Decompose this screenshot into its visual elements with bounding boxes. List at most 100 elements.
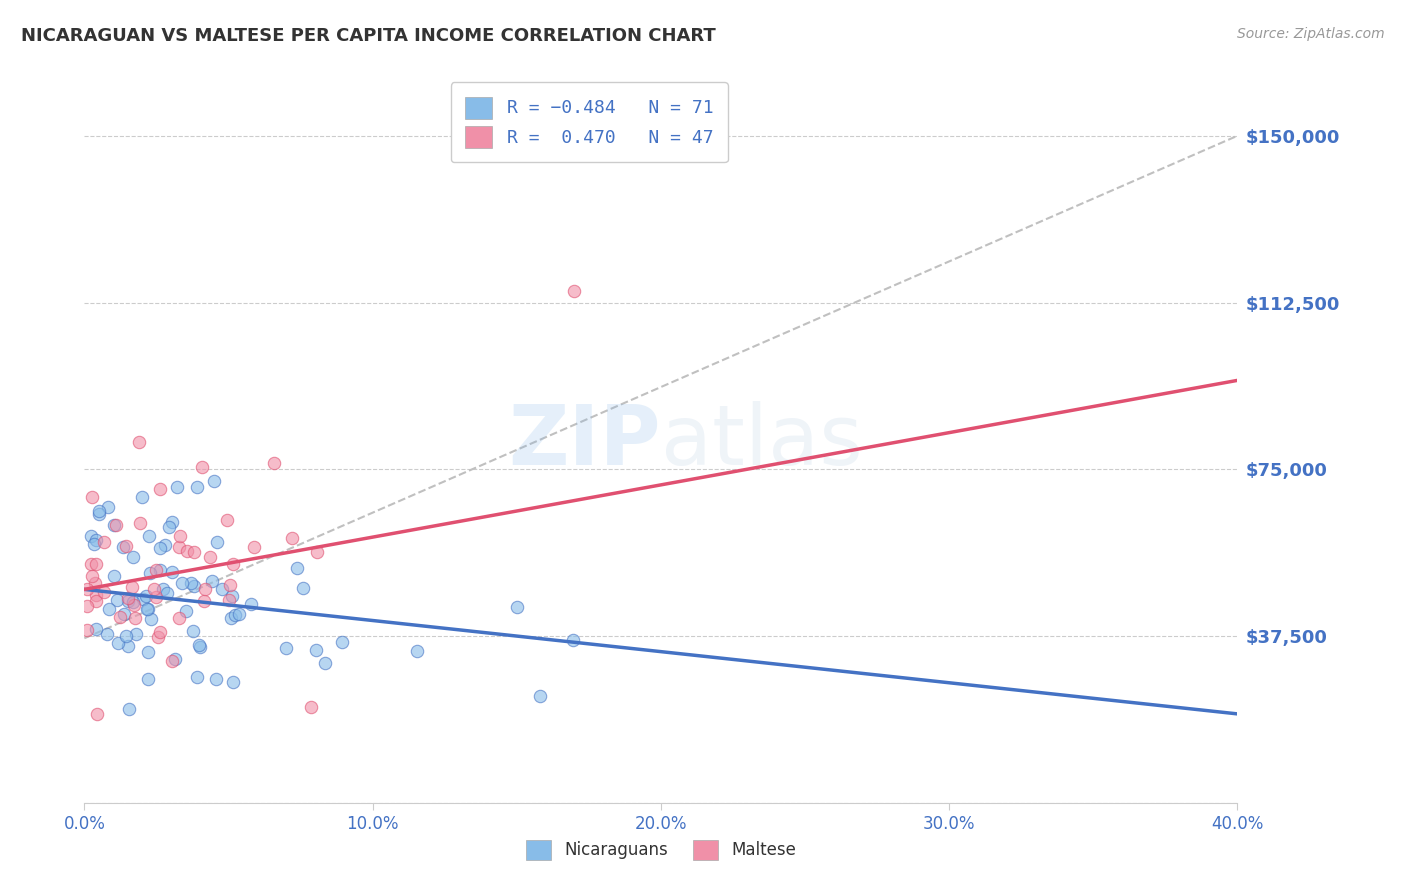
Point xyxy=(105,518,128,533)
Point xyxy=(121,550,143,565)
Point xyxy=(183,545,205,559)
Point xyxy=(193,594,215,608)
Point xyxy=(176,544,198,558)
Point xyxy=(276,640,298,655)
Point xyxy=(139,612,162,626)
Point xyxy=(112,541,135,555)
Point xyxy=(117,594,139,608)
Point xyxy=(80,568,103,582)
Point xyxy=(564,285,586,299)
Point xyxy=(98,601,121,615)
Point xyxy=(80,490,103,504)
Point xyxy=(160,654,183,668)
Text: NICARAGUAN VS MALTESE PER CAPITA INCOME CORRELATION CHART: NICARAGUAN VS MALTESE PER CAPITA INCOME … xyxy=(21,27,716,45)
Point xyxy=(135,601,157,615)
Point xyxy=(145,591,167,605)
Point xyxy=(76,599,98,613)
Point xyxy=(218,593,240,607)
Point xyxy=(97,500,120,515)
Point xyxy=(219,578,242,592)
Point xyxy=(121,595,143,609)
Point xyxy=(125,626,148,640)
Point xyxy=(183,579,205,593)
Point xyxy=(181,624,204,638)
Point xyxy=(80,529,103,543)
Point xyxy=(180,576,202,591)
Point xyxy=(239,597,262,611)
Point xyxy=(128,435,150,450)
Point xyxy=(86,706,108,721)
Point xyxy=(190,640,212,654)
Point xyxy=(93,535,115,549)
Point xyxy=(332,635,354,649)
Point xyxy=(243,540,266,554)
Point xyxy=(157,520,180,534)
Point xyxy=(202,474,225,488)
Point xyxy=(83,576,105,591)
Point xyxy=(152,582,174,596)
Point xyxy=(149,625,172,640)
Point xyxy=(107,636,129,650)
Text: ZIP: ZIP xyxy=(509,401,661,482)
Point xyxy=(146,630,169,644)
Point xyxy=(124,611,146,625)
Point xyxy=(89,504,111,518)
Point xyxy=(174,604,197,618)
Point xyxy=(132,592,155,607)
Point xyxy=(285,561,308,575)
Point xyxy=(169,528,191,542)
Point xyxy=(149,541,172,555)
Point xyxy=(149,563,172,577)
Point xyxy=(76,624,98,638)
Point xyxy=(314,656,336,670)
Point xyxy=(198,550,221,565)
Point xyxy=(506,600,529,615)
Point xyxy=(84,588,107,602)
Point xyxy=(122,598,145,612)
Point xyxy=(221,589,243,603)
Point xyxy=(529,689,551,703)
Point xyxy=(145,563,167,577)
Point xyxy=(114,607,136,622)
Point xyxy=(561,632,583,647)
Point xyxy=(108,610,131,624)
Point xyxy=(118,701,141,715)
Point xyxy=(201,574,224,588)
Point xyxy=(138,528,160,542)
Point xyxy=(84,533,107,548)
Point xyxy=(165,652,187,666)
Point xyxy=(142,582,165,597)
Text: Source: ZipAtlas.com: Source: ZipAtlas.com xyxy=(1237,27,1385,41)
Point xyxy=(105,593,128,607)
Point xyxy=(80,557,103,571)
Point xyxy=(84,622,107,636)
Point xyxy=(207,534,229,549)
Point xyxy=(136,672,159,686)
Legend: Nicaraguans, Maltese: Nicaraguans, Maltese xyxy=(519,833,803,867)
Point xyxy=(188,638,211,652)
Text: atlas: atlas xyxy=(661,401,862,482)
Point xyxy=(291,582,314,596)
Point xyxy=(114,539,136,553)
Point xyxy=(224,608,246,623)
Point xyxy=(281,532,304,546)
Point xyxy=(84,594,107,608)
Point xyxy=(167,611,190,625)
Point xyxy=(219,611,242,625)
Point xyxy=(194,582,217,597)
Point xyxy=(84,558,107,572)
Point xyxy=(186,480,208,494)
Point xyxy=(135,589,157,603)
Point xyxy=(139,566,162,580)
Point xyxy=(87,508,110,522)
Point xyxy=(153,538,176,552)
Point xyxy=(96,626,118,640)
Point xyxy=(136,601,159,615)
Point xyxy=(305,545,328,559)
Point xyxy=(263,456,285,470)
Point xyxy=(117,591,139,605)
Point xyxy=(128,516,150,531)
Point xyxy=(160,565,183,579)
Point xyxy=(172,576,194,591)
Point xyxy=(186,670,208,684)
